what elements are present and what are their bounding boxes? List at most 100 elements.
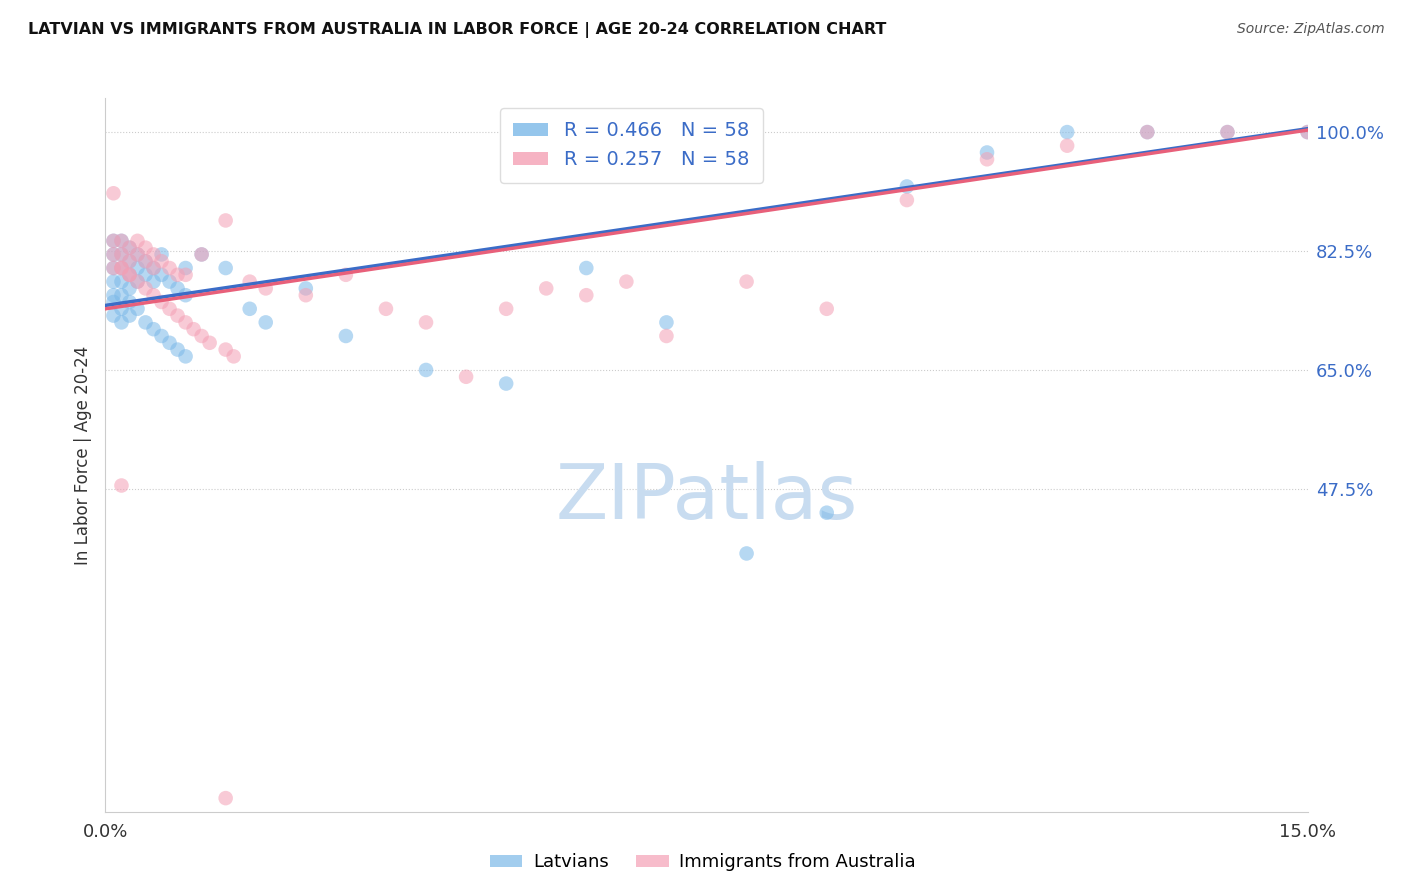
Latvians [735,546,758,560]
Immigrants from Australia [127,275,149,289]
Immigrants from Australia [118,241,141,255]
Immigrants from Australia [118,254,141,268]
Latvians [118,254,141,268]
Latvians [127,260,149,275]
Latvians [1296,125,1319,139]
Latvians [135,315,157,329]
Latvians [127,301,149,316]
Immigrants from Australia [135,241,157,255]
Immigrants from Australia [415,315,437,329]
Immigrants from Australia [110,234,132,248]
Latvians [174,260,197,275]
Latvians [159,335,181,350]
Latvians [118,295,141,310]
Latvians [335,329,357,343]
Latvians [110,247,132,261]
Latvians [142,275,165,289]
Latvians [575,260,598,275]
Immigrants from Australia [735,275,758,289]
Latvians [896,179,918,194]
Immigrants from Australia [222,350,245,364]
Latvians [655,315,678,329]
Latvians [103,234,125,248]
Latvians [142,260,165,275]
Latvians [103,309,125,323]
Latvians [110,288,132,302]
Immigrants from Australia [159,301,181,316]
Immigrants from Australia [166,268,188,282]
Latvians [166,343,188,357]
Immigrants from Australia [1296,125,1319,139]
Immigrants from Australia [127,247,149,261]
Latvians [103,295,125,310]
Y-axis label: In Labor Force | Age 20-24: In Labor Force | Age 20-24 [73,345,91,565]
Immigrants from Australia [655,329,678,343]
Latvians [110,234,132,248]
Latvians [127,247,149,261]
Immigrants from Australia [1216,125,1239,139]
Latvians [103,288,125,302]
Immigrants from Australia [110,247,132,261]
Immigrants from Australia [214,213,236,227]
Latvians [815,506,838,520]
Latvians [159,275,181,289]
Immigrants from Australia [103,260,125,275]
Immigrants from Australia [142,260,165,275]
Latvians [150,268,173,282]
Immigrants from Australia [127,234,149,248]
Latvians [135,254,157,268]
Immigrants from Australia [254,281,277,295]
Immigrants from Australia [616,275,638,289]
Immigrants from Australia [142,288,165,302]
Immigrants from Australia [135,254,157,268]
Latvians [150,329,173,343]
Immigrants from Australia [190,247,212,261]
Latvians [110,275,132,289]
Latvians [1056,125,1078,139]
Immigrants from Australia [103,186,125,201]
Immigrants from Australia [166,309,188,323]
Latvians [174,350,197,364]
Latvians [103,247,125,261]
Immigrants from Australia [1136,125,1159,139]
Latvians [142,322,165,336]
Immigrants from Australia [534,281,557,295]
Latvians [110,301,132,316]
Immigrants from Australia [174,268,197,282]
Immigrants from Australia [174,315,197,329]
Immigrants from Australia [214,791,236,805]
Latvians [118,241,141,255]
Latvians [135,268,157,282]
Immigrants from Australia [1056,138,1078,153]
Latvians [239,301,262,316]
Immigrants from Australia [159,260,181,275]
Latvians [118,281,141,295]
Latvians [150,247,173,261]
Latvians [976,145,998,160]
Latvians [103,275,125,289]
Immigrants from Australia [118,268,141,282]
Immigrants from Australia [150,254,173,268]
Latvians [103,260,125,275]
Immigrants from Australia [896,193,918,207]
Latvians [214,260,236,275]
Latvians [415,363,437,377]
Immigrants from Australia [118,268,141,282]
Immigrants from Australia [110,260,132,275]
Immigrants from Australia [103,247,125,261]
Immigrants from Australia [495,301,517,316]
Immigrants from Australia [454,369,477,384]
Immigrants from Australia [103,234,125,248]
Latvians [495,376,517,391]
Latvians [166,281,188,295]
Immigrants from Australia [575,288,598,302]
Latvians [174,288,197,302]
Immigrants from Australia [190,329,212,343]
Immigrants from Australia [183,322,205,336]
Legend: R = 0.466   N = 58, R = 0.257   N = 58: R = 0.466 N = 58, R = 0.257 N = 58 [501,108,763,183]
Text: ZIPatlas: ZIPatlas [555,461,858,534]
Immigrants from Australia [374,301,398,316]
Latvians [118,268,141,282]
Latvians [118,309,141,323]
Immigrants from Australia [976,153,998,167]
